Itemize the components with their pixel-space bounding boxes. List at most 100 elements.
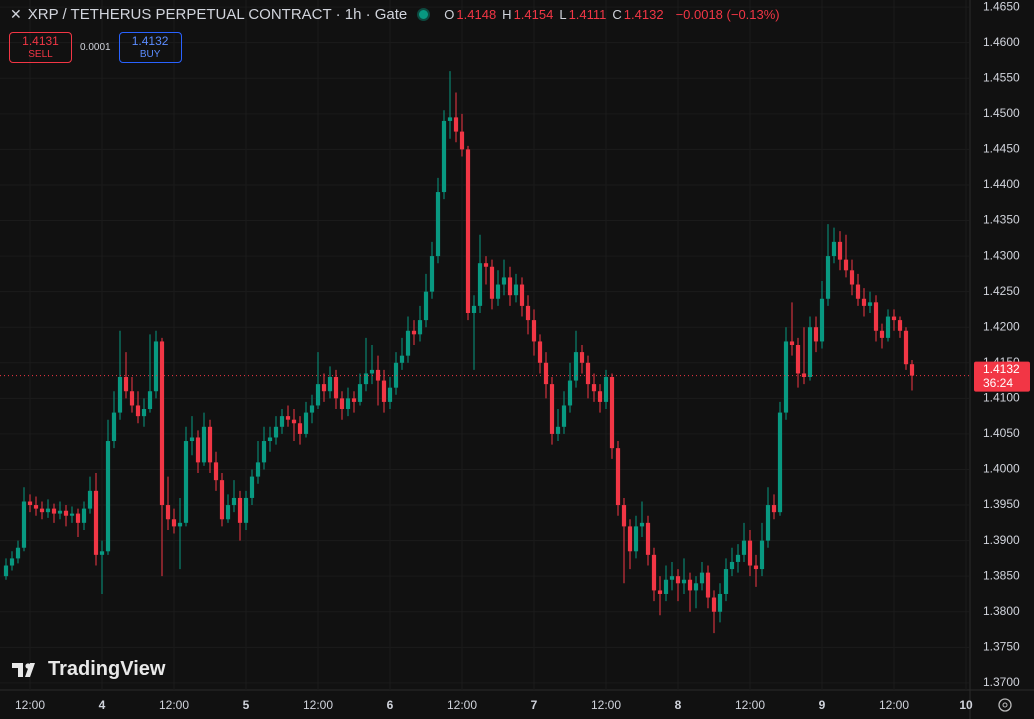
candle-body [21,501,27,548]
candle-body [861,298,867,306]
candle-body [357,384,363,402]
y-tick-label: 1.4400 [983,177,1020,191]
y-tick-label: 1.4200 [983,319,1020,333]
y-tick-label: 1.4350 [983,213,1020,227]
candle-body [789,341,795,345]
candle-body [687,579,693,591]
y-tick-label: 1.3950 [983,497,1020,511]
candle-body [33,505,39,509]
x-tick-label: 6 [387,698,394,712]
candle-body [123,377,129,392]
candle-body [885,316,891,338]
candle-body [783,341,789,413]
candle-body [333,377,339,399]
candle-body [525,305,531,321]
buy-button[interactable]: 1.4132 BUY [118,32,182,63]
candle-body [279,416,285,427]
change: −0.0018 (−0.13%) [675,7,780,22]
candle-body [903,330,909,365]
candle-body [795,345,801,374]
candle-body [303,412,309,434]
spread: 0.0001 [80,42,111,53]
candle-body [441,120,447,193]
candle-body [321,384,327,392]
candle-body [387,387,393,402]
candle-body [345,398,351,410]
ohlc-key: C [612,7,622,22]
candle-body [711,597,717,612]
candle-body [723,569,729,594]
y-tick-label: 1.3700 [983,675,1020,689]
candle-body [627,526,633,552]
candle-body [879,330,885,338]
candle-body [531,320,537,342]
sell-price: 1.4131 [22,33,59,48]
candle-body [159,341,165,506]
candle-body [771,505,777,513]
candle-body [273,426,279,438]
candle-body [99,551,105,555]
candle-body [585,362,591,385]
candle-body [201,426,207,463]
candle-body [165,505,171,520]
candle-body [453,117,459,132]
logo-text: TradingView [48,658,166,680]
candle-body [483,263,489,267]
candle-body [507,277,513,296]
candle-body [741,540,747,555]
candle-body [639,522,645,527]
countdown: 36:24 [983,376,1013,390]
candle-body [3,565,9,577]
candle-body [189,437,195,442]
x-tick-label: 12:00 [591,698,621,712]
candle-body [717,593,723,612]
candle-body [819,298,825,342]
candle-body [513,284,519,296]
candle-body [591,384,597,392]
candle-body [267,437,273,442]
candle-body [153,341,159,392]
candle-body [633,526,639,552]
ohlc-value: 1.4111 [568,7,607,22]
candle-body [51,508,57,514]
candle-body [81,508,87,523]
candle-body [657,590,663,594]
x-tick-label: 8 [675,698,682,712]
buy-price: 1.4132 [131,33,169,48]
close-icon[interactable]: ✕ [10,6,22,22]
candle-body [297,423,303,434]
candle-body [27,501,33,506]
y-tick-label: 1.4250 [983,284,1020,298]
candle-body [291,419,297,424]
candle-body [621,505,627,527]
settings-icon[interactable] [998,698,1012,712]
candle-body [495,284,501,299]
candle-body [897,320,903,331]
x-tick-label: 4 [99,698,106,712]
candle-body [105,441,111,552]
candle-body [489,266,495,299]
candle-body [663,579,669,594]
ohlc-key: H [502,7,512,22]
candle-body [63,510,69,516]
candle-body [549,384,555,434]
candle-body [309,405,315,413]
candle-body [135,405,141,417]
y-tick-label: 1.4100 [983,391,1020,405]
logo: TradingView [12,658,165,681]
candle-body [747,540,753,566]
candle-body [477,263,483,306]
candle-body [75,513,81,523]
candle-body [759,540,765,570]
candle-body [567,380,573,406]
trade-panel: 1.4131 SELL 0.0001 1.4132 BUY [9,32,182,63]
candle-body [753,565,759,570]
candle-body [171,519,177,527]
sell-button[interactable]: 1.4131 SELL [9,32,72,63]
candle-body [399,355,405,363]
candle-body [141,409,147,417]
logo-icon [12,662,35,677]
candle-body [207,426,213,463]
candle-body [597,391,603,402]
